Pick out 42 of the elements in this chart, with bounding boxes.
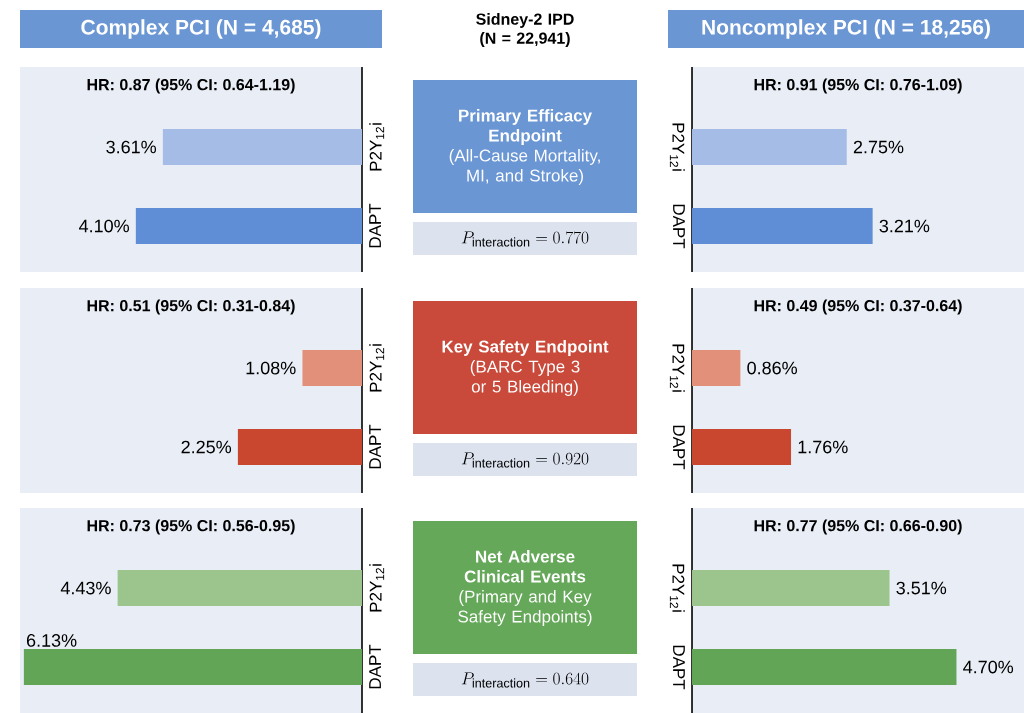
text: Key Safety Endpoint [442, 340, 609, 356]
text: (Primary and Key Safety Endpoints) [458, 590, 592, 626]
text: HR: 0.77 (95% CI: 0.66-0.90) [754, 519, 962, 535]
data-label: 2.75% [853, 140, 904, 154]
text: Sidney-2 IPD (N = 22,941) [476, 13, 574, 47]
y-tick-label: P2Y$_{12}$i [669, 123, 685, 171]
y-tick-label: DAPT [673, 645, 685, 690]
y-tick-label: P2Y$_{12}$i [669, 344, 685, 392]
text: HR: 0.87 (95% CI: 0.64-1.19) [87, 78, 295, 94]
y-tick-label: DAPT [673, 425, 685, 470]
data-label: 1.76% [798, 440, 848, 454]
y-tick-label: P2Y$_{12}$i [369, 123, 385, 171]
text: $P_{\mathrm{interaction}} = 0.920$ [461, 452, 589, 468]
y-tick-label: DAPT [369, 203, 381, 248]
y-tick-label: P2Y$_{12}$i [669, 564, 685, 612]
y-tick-label: DAPT [369, 424, 381, 469]
y-tick-label: P2Y$_{12}$i [369, 344, 385, 392]
text: Noncomplex PCI (N = 18,256) [702, 19, 990, 39]
data-label: 3.61% [106, 140, 157, 154]
text: Net Adverse Clinical Events [464, 550, 586, 583]
text: Complex PCI (N = 4,685) [81, 19, 321, 39]
data-label: 3.51% [896, 581, 947, 595]
data-label: 6.13% [26, 634, 77, 647]
text: (BARC Type 3 or 5 Bleeding) [470, 360, 580, 396]
y-tick-label: DAPT [369, 644, 381, 689]
data-label: 2.25% [181, 440, 232, 454]
data-label: 4.10% [79, 219, 129, 233]
text: HR: 0.51 (95% CI: 0.31-0.84) [87, 299, 295, 315]
text: $P_{\mathrm{interaction}} = 0.770$ [461, 231, 589, 247]
data-label: 0.86% [747, 361, 797, 375]
text: Primary Efficacy Endpoint [459, 109, 592, 145]
y-tick-label: P2Y$_{12}$i [369, 564, 385, 612]
text: $P_{\mathrm{interaction}} = 0.640$ [461, 672, 589, 688]
y-tick-label: DAPT [673, 204, 685, 249]
text: (All-Cause Mortality, MI, and Stroke) [449, 149, 600, 185]
data-label: 1.08% [246, 361, 296, 375]
data-label: 4.43% [60, 581, 111, 595]
data-label: 3.21% [879, 219, 930, 233]
data-label: 4.70% [963, 660, 1014, 674]
text: HR: 0.49 (95% CI: 0.37-0.64) [754, 299, 962, 315]
text: HR: 0.91 (95% CI: 0.76-1.09) [754, 78, 962, 94]
text: HR: 0.73 (95% CI: 0.56-0.95) [87, 519, 295, 535]
